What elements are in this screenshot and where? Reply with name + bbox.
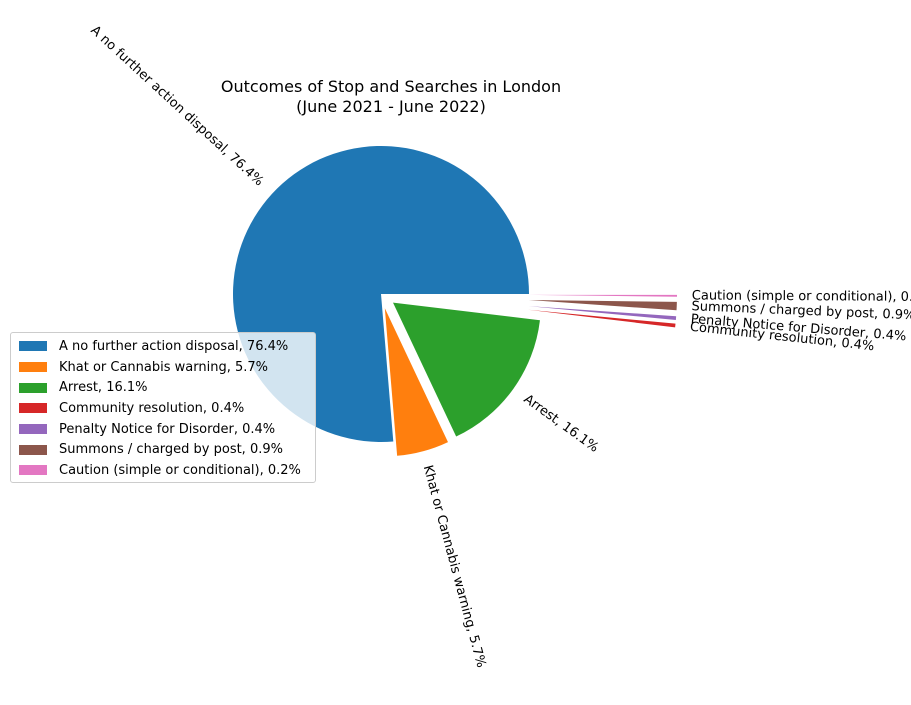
pie-slice-2 (393, 302, 540, 437)
pie-slice-3 (528, 309, 676, 328)
legend-label: Khat or Cannabis warning, 5.7% (59, 359, 268, 375)
slice-label-1: Khat or Cannabis warning, 5.7% (420, 464, 489, 670)
legend: A no further action disposal, 76.4% Khat … (10, 332, 316, 483)
slice-label-0: A no further action disposal, 76.4% (87, 23, 266, 189)
legend-item-2: Arrest, 16.1% (19, 377, 307, 398)
legend-swatch (19, 444, 47, 455)
legend-item-3: Community resolution, 0.4% (19, 398, 307, 419)
legend-swatch (19, 341, 47, 352)
legend-label: Community resolution, 0.4% (59, 400, 245, 416)
pie-slice-5 (528, 300, 677, 311)
pie-slice-1 (384, 308, 449, 456)
legend-swatch (19, 362, 47, 373)
legend-label: A no further action disposal, 76.4% (59, 338, 289, 354)
legend-item-0: A no further action disposal, 76.4% (19, 336, 307, 357)
legend-item-6: Caution (simple or conditional), 0.2% (19, 460, 307, 481)
legend-item-5: Summons / charged by post, 0.9% (19, 439, 307, 460)
legend-item-1: Khat or Cannabis warning, 5.7% (19, 357, 307, 378)
pie-slice-4 (528, 306, 677, 320)
legend-label: Summons / charged by post, 0.9% (59, 442, 283, 458)
slice-label-2: Arrest, 16.1% (521, 392, 602, 456)
slice-label-6: Caution (simple or conditional), 0.2% (692, 288, 911, 305)
pie-slice-6 (528, 294, 677, 297)
legend-label: Penalty Notice for Disorder, 0.4% (59, 421, 276, 437)
legend-swatch (19, 465, 47, 476)
legend-swatch (19, 403, 47, 414)
legend-item-4: Penalty Notice for Disorder, 0.4% (19, 419, 307, 440)
chart-title-line-2: (June 2021 - June 2022) (296, 97, 486, 116)
legend-swatch (19, 382, 47, 393)
legend-swatch (19, 424, 47, 435)
chart-title-line-1: Outcomes of Stop and Searches in London (221, 77, 561, 96)
legend-label: Arrest, 16.1% (59, 380, 148, 396)
legend-label: Caution (simple or conditional), 0.2% (59, 462, 301, 478)
